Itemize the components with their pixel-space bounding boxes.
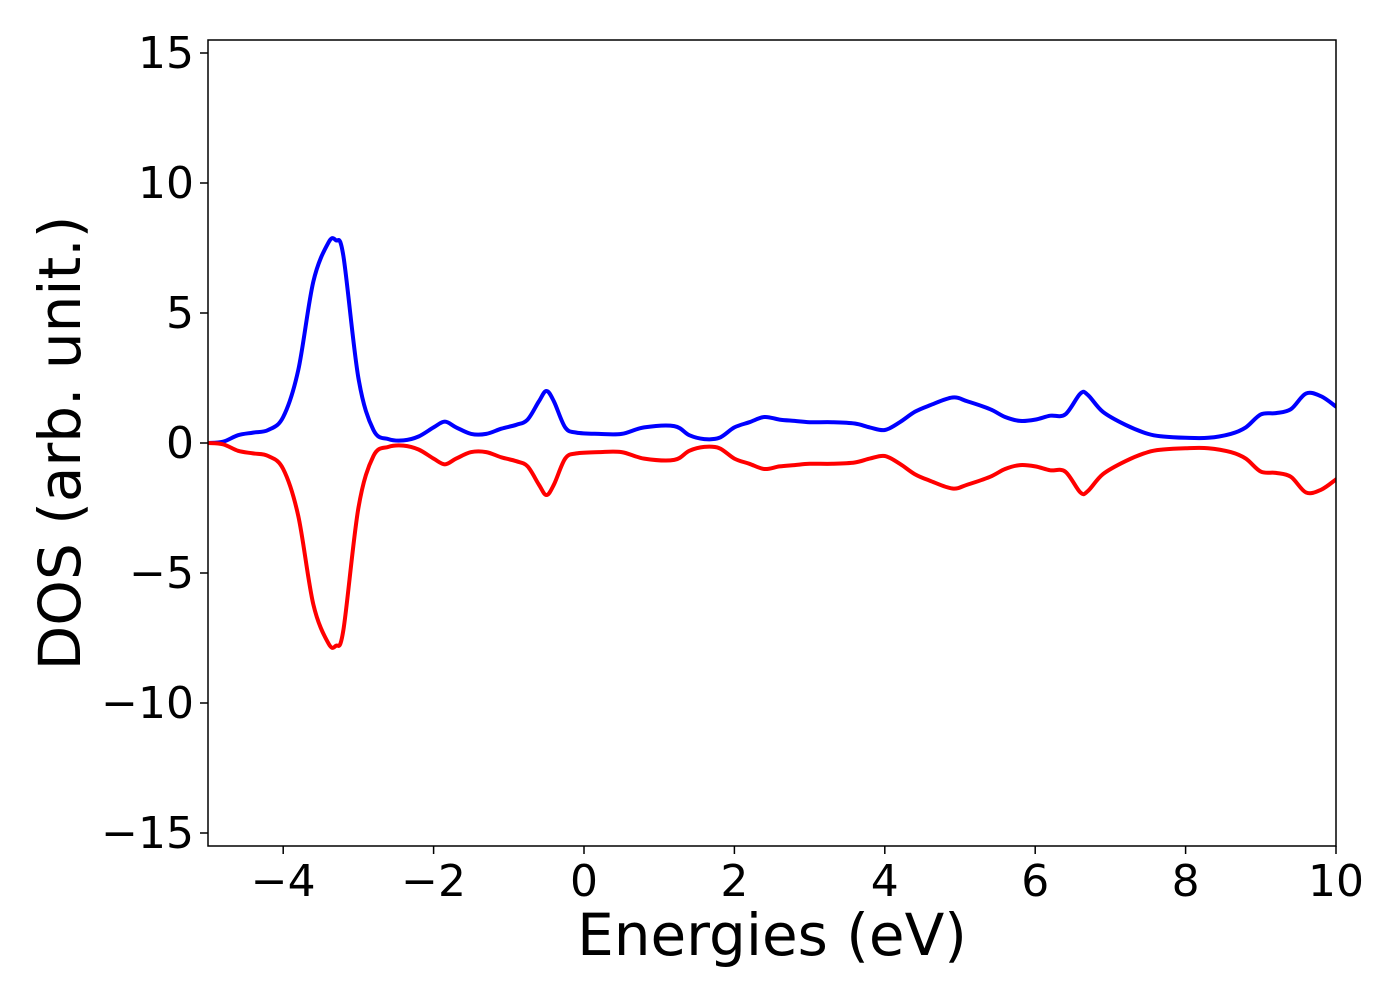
x-tick-layer: −4 −2 0 2 4 6 8 10: [251, 846, 1364, 907]
series-line-red: [208, 441, 1336, 650]
series-layer: [208, 236, 1336, 650]
x-tick-label: −4: [251, 856, 316, 907]
x-tick-label: 4: [871, 856, 899, 907]
y-tick-label: 10: [138, 158, 194, 209]
y-tick-label: 5: [166, 288, 194, 339]
y-axis-label: DOS (arb. unit.): [26, 216, 94, 671]
series-line-blue: [208, 236, 1336, 445]
plot-frame: [207, 39, 1337, 847]
y-tick-label: −10: [101, 678, 194, 729]
x-tick-label: 0: [570, 856, 598, 907]
x-tick-label: −2: [401, 856, 466, 907]
y-tick-label: 15: [138, 28, 194, 79]
y-tick-label: 0: [166, 418, 194, 469]
y-tick-label: −15: [101, 808, 194, 859]
x-tick-label: 2: [720, 856, 748, 907]
x-tick-label: 6: [1021, 856, 1049, 907]
y-tick-label: −5: [129, 548, 194, 599]
x-tick-label: 8: [1172, 856, 1200, 907]
x-axis-label: Energies (eV): [577, 901, 967, 969]
x-tick-label: 10: [1308, 856, 1364, 907]
y-tick-layer: 15 10 5 0 −5 −10 −15: [101, 28, 208, 859]
